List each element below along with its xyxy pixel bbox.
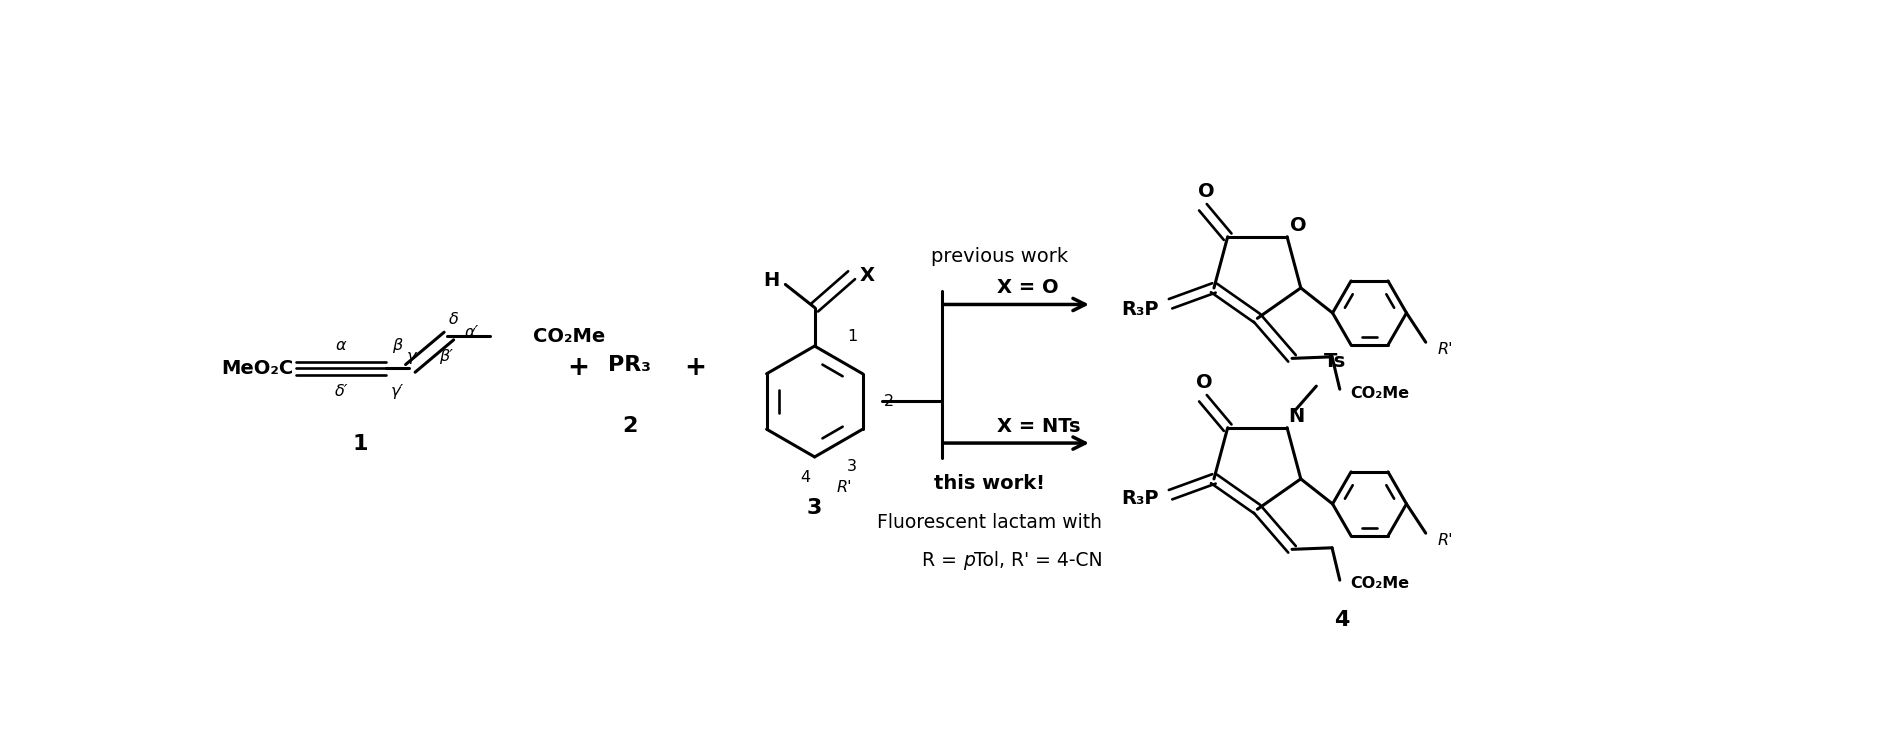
Text: R₃P: R₃P — [1120, 489, 1158, 508]
Text: 4: 4 — [1334, 610, 1349, 630]
Text: +: + — [684, 356, 706, 382]
Text: 1: 1 — [353, 434, 368, 454]
Text: γ: γ — [406, 349, 416, 364]
Text: O: O — [1196, 374, 1213, 392]
Text: CO₂Me: CO₂Me — [1349, 385, 1409, 400]
Text: R': R' — [1436, 533, 1453, 548]
Text: CO₂Me: CO₂Me — [533, 326, 604, 346]
Text: β′: β′ — [438, 349, 453, 364]
Text: X: X — [859, 266, 875, 285]
Text: O: O — [1288, 217, 1305, 235]
Text: β: β — [391, 338, 402, 353]
Text: O: O — [1198, 182, 1213, 202]
Text: 4: 4 — [799, 470, 810, 486]
Text: 3: 3 — [807, 498, 822, 518]
Text: Tol, R' = 4-CN: Tol, R' = 4-CN — [973, 551, 1101, 571]
Text: CO₂Me: CO₂Me — [1349, 577, 1409, 592]
Text: this work!: this work! — [933, 474, 1045, 492]
Text: 2: 2 — [884, 394, 893, 409]
Text: R': R' — [1436, 342, 1453, 357]
Text: H: H — [763, 271, 780, 290]
Text: R': R' — [835, 480, 852, 495]
Text: 1: 1 — [846, 329, 856, 344]
Text: α: α — [336, 338, 346, 353]
Text: p: p — [963, 551, 975, 571]
Text: R₃P: R₃P — [1120, 300, 1158, 320]
Text: Fluorescent lactam with: Fluorescent lactam with — [876, 513, 1101, 532]
Text: previous work: previous work — [931, 247, 1067, 266]
Text: α′: α′ — [465, 326, 478, 341]
Text: Ts: Ts — [1322, 352, 1345, 371]
Text: 2: 2 — [621, 416, 637, 436]
Text: 3: 3 — [846, 459, 856, 474]
Text: +: + — [567, 356, 589, 382]
Text: δ: δ — [448, 311, 459, 326]
Text: γ′: γ′ — [391, 384, 404, 399]
Text: δ′: δ′ — [334, 384, 348, 399]
Text: N: N — [1288, 406, 1303, 426]
Text: R =: R = — [922, 551, 963, 571]
Text: MeO₂C: MeO₂C — [221, 359, 293, 378]
Text: X = O: X = O — [997, 278, 1058, 297]
Text: PR₃: PR₃ — [608, 355, 652, 374]
Text: X = NTs: X = NTs — [997, 417, 1081, 436]
